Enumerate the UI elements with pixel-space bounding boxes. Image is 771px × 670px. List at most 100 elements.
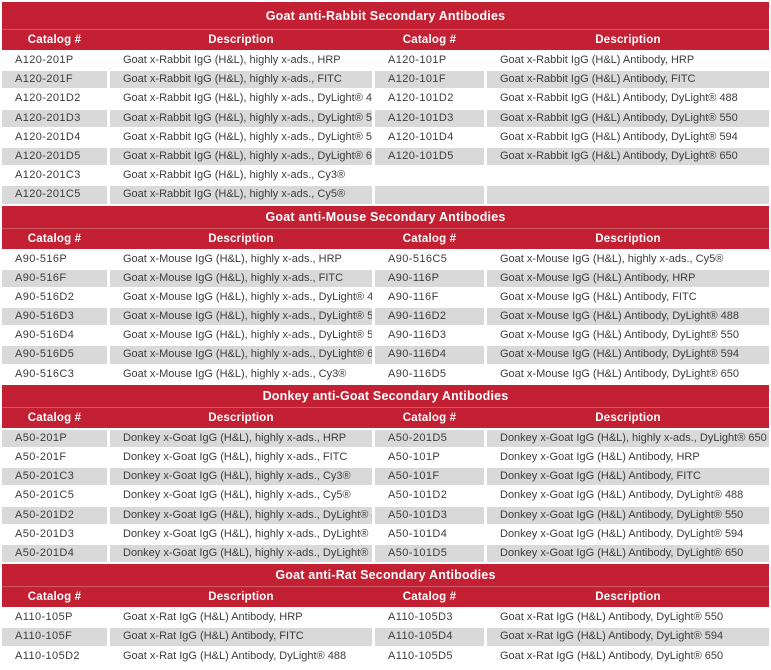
description-cell: Goat x-Mouse IgG (H&L), highly x-ads., D… — [110, 346, 372, 364]
catalog-cell: A50-101D3 — [375, 506, 484, 524]
table-row: A120-201D5 Goat x-Rabbit IgG (H&L), high… — [2, 147, 769, 166]
table-row: A110-105D2 Goat x-Rat IgG (H&L) Antibody… — [2, 647, 769, 665]
catalog-cell: A50-201D4 — [2, 544, 107, 563]
description-cell: Goat x-Rabbit IgG (H&L) Antibody, DyLigh… — [487, 109, 769, 127]
catalog-cell: A90-116D2 — [375, 308, 484, 326]
description-cell: Goat x-Rabbit IgG (H&L), highly x-ads., … — [110, 52, 372, 70]
table-header-row: Catalog # Description Catalog # Descript… — [2, 227, 769, 249]
catalog-cell: A90-116D4 — [375, 346, 484, 364]
catalog-cell: A90-516C3 — [2, 365, 107, 383]
table-body: A50-201P Donkey x-Goat IgG (H&L), highly… — [2, 428, 769, 564]
column-header-description: Description — [595, 34, 661, 46]
catalog-cell: A120-101D5 — [375, 147, 484, 166]
description-cell: Donkey x-Goat IgG (H&L) Antibody, FITC — [487, 468, 769, 486]
description-cell: Goat x-Mouse IgG (H&L), highly x-ads., D… — [110, 288, 372, 307]
catalog-cell: A50-101D2 — [375, 487, 484, 505]
catalog-cell: A50-101D4 — [375, 525, 484, 543]
description-cell: Goat x-Mouse IgG (H&L), highly x-ads., C… — [487, 250, 769, 268]
table-row: A90-516F Goat x-Mouse IgG (H&L), highly … — [2, 269, 769, 287]
description-cell: Goat x-Rabbit IgG (H&L), highly x-ads., … — [110, 186, 372, 204]
description-cell: Goat x-Mouse IgG (H&L), highly x-ads., D… — [110, 308, 372, 326]
catalog-cell: A50-101F — [375, 468, 484, 486]
column-header-description: Description — [208, 591, 274, 604]
catalog-cell: A120-101D4 — [375, 128, 484, 146]
table-row: A90-516D3 Goat x-Mouse IgG (H&L), highly… — [2, 308, 769, 326]
description-cell: Goat x-Rat IgG (H&L) Antibody, DyLight® … — [110, 647, 372, 665]
table-row: A120-201D4 Goat x-Rabbit IgG (H&L), high… — [2, 128, 769, 146]
catalog-cell: A120-201D3 — [2, 109, 107, 127]
description-cell: Goat x-Rabbit IgG (H&L) Antibody, HRP — [487, 52, 769, 70]
table-header-row: Catalog # Description Catalog # Descript… — [2, 29, 769, 50]
description-cell: Donkey x-Goat IgG (H&L) Antibody, DyLigh… — [487, 506, 769, 524]
catalog-cell: A110-105D2 — [2, 647, 107, 665]
catalog-cell: A120-201D5 — [2, 147, 107, 166]
description-cell: Donkey x-Goat IgG (H&L), highly x-ads., … — [110, 449, 372, 467]
description-cell: Goat x-Rat IgG (H&L) Antibody, DyLight® … — [487, 647, 769, 665]
column-header-catalog: Catalog # — [27, 34, 82, 46]
antibody-section: Goat anti-Rabbit Secondary Antibodies Ca… — [2, 2, 769, 206]
column-header-catalog: Catalog # — [402, 411, 457, 424]
description-cell: Goat x-Rat IgG (H&L) Antibody, FITC — [110, 628, 372, 646]
table-row: A120-201C3 Goat x-Rabbit IgG (H&L), high… — [2, 167, 769, 185]
table-row: A90-516C3 Goat x-Mouse IgG (H&L), highly… — [2, 365, 769, 383]
table-row: A120-201F Goat x-Rabbit IgG (H&L), highl… — [2, 71, 769, 89]
column-header-catalog: Catalog # — [27, 411, 82, 424]
section-title: Goat anti-Rat Secondary Antibodies — [2, 564, 769, 587]
description-cell: Goat x-Rabbit IgG (H&L) Antibody, DyLigh… — [487, 90, 769, 108]
section-title: Goat anti-Mouse Secondary Antibodies — [2, 205, 769, 228]
description-cell: Donkey x-Goat IgG (H&L), highly x-ads., … — [110, 525, 372, 543]
catalog-cell: A50-201D2 — [2, 506, 107, 524]
table-row: A120-201D2 Goat x-Rabbit IgG (H&L), high… — [2, 90, 769, 108]
catalog-cell: A110-105D5 — [375, 647, 484, 665]
catalog-cell: A120-201C3 — [2, 167, 107, 185]
catalog-cell: A50-201F — [2, 449, 107, 467]
description-cell: Goat x-Rabbit IgG (H&L), highly x-ads., … — [110, 167, 372, 185]
description-cell: Donkey x-Goat IgG (H&L), highly x-ads., … — [110, 487, 372, 505]
catalog-cell: A120-201F — [2, 71, 107, 89]
description-cell: Goat x-Mouse IgG (H&L), highly x-ads., D… — [110, 327, 372, 345]
catalog-cell: A50-101D5 — [375, 544, 484, 563]
table-row: A120-201C5 Goat x-Rabbit IgG (H&L), high… — [2, 186, 769, 204]
table-row: A120-201D3 Goat x-Rabbit IgG (H&L), high… — [2, 109, 769, 127]
table-header-row: Catalog # Description Catalog # Descript… — [2, 586, 769, 608]
table-row: A110-105F Goat x-Rat IgG (H&L) Antibody,… — [2, 628, 769, 646]
description-cell: Donkey x-Goat IgG (H&L), highly x-ads., … — [110, 544, 372, 563]
catalog-cell: A120-201D2 — [2, 90, 107, 108]
table-row: A50-201C3 Donkey x-Goat IgG (H&L), highl… — [2, 468, 769, 486]
description-cell — [487, 186, 769, 204]
catalog-cell: A120-201P — [2, 52, 107, 70]
description-cell: Goat x-Rabbit IgG (H&L) Antibody, DyLigh… — [487, 128, 769, 146]
catalog-cell: A50-201C3 — [2, 468, 107, 486]
table-row: A50-201D2 Donkey x-Goat IgG (H&L), highl… — [2, 506, 769, 524]
catalog-cell: A90-116P — [375, 269, 484, 287]
catalog-cell: A120-201D4 — [2, 128, 107, 146]
description-cell: Donkey x-Goat IgG (H&L), highly x-ads., … — [110, 506, 372, 524]
catalog-cell: A90-116D3 — [375, 327, 484, 345]
antibody-section: Goat anti-Mouse Secondary Antibodies Cat… — [2, 205, 769, 385]
catalog-cell: A90-516D5 — [2, 346, 107, 364]
description-cell: Donkey x-Goat IgG (H&L) Antibody, DyLigh… — [487, 525, 769, 543]
column-header-description: Description — [595, 591, 661, 604]
catalog-cell: A90-516P — [2, 250, 107, 268]
description-cell: Goat x-Rabbit IgG (H&L), highly x-ads., … — [110, 90, 372, 108]
table-row: A50-201D3 Donkey x-Goat IgG (H&L), highl… — [2, 525, 769, 543]
catalog-cell: A110-105D3 — [375, 609, 484, 627]
description-cell: Goat x-Rabbit IgG (H&L) Antibody, FITC — [487, 71, 769, 89]
description-cell: Goat x-Rat IgG (H&L) Antibody, DyLight® … — [487, 628, 769, 646]
table-body: A90-516P Goat x-Mouse IgG (H&L), highly … — [2, 249, 769, 385]
column-header-catalog: Catalog # — [402, 591, 457, 604]
table-row: A90-516D4 Goat x-Mouse IgG (H&L), highly… — [2, 327, 769, 345]
description-cell: Donkey x-Goat IgG (H&L), highly x-ads., … — [110, 429, 372, 447]
catalog-cell: A90-516D3 — [2, 308, 107, 326]
table-row: A90-516D5 Goat x-Mouse IgG (H&L), highly… — [2, 346, 769, 364]
column-header-description: Description — [208, 34, 274, 46]
description-cell: Goat x-Rat IgG (H&L) Antibody, HRP — [110, 609, 372, 627]
antibody-section: Goat anti-Rat Secondary Antibodies Catal… — [2, 564, 769, 667]
description-cell: Goat x-Mouse IgG (H&L), highly x-ads., F… — [110, 269, 372, 287]
column-header-description: Description — [595, 232, 661, 245]
description-cell — [487, 167, 769, 185]
description-cell: Goat x-Mouse IgG (H&L) Antibody, HRP — [487, 269, 769, 287]
catalog-cell: A50-201C5 — [2, 487, 107, 505]
table-row: A90-516P Goat x-Mouse IgG (H&L), highly … — [2, 250, 769, 268]
